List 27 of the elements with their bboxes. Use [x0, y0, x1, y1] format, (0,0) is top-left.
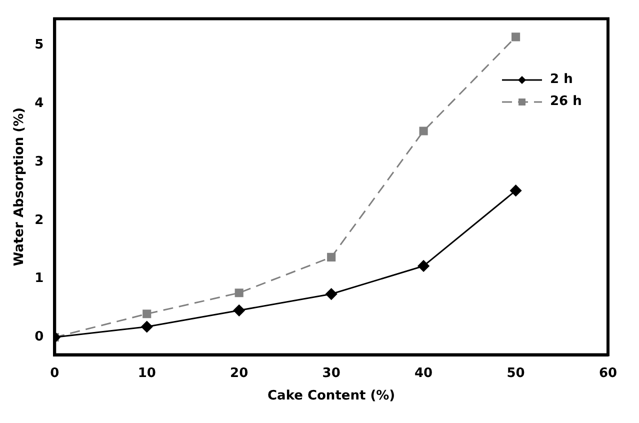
- point: [234, 288, 244, 298]
- point: [141, 321, 153, 332]
- point: [419, 126, 428, 136]
- x-tick-label: 10: [138, 366, 156, 381]
- x-tick-label: 0: [50, 366, 60, 381]
- y-tick-label: 4: [34, 96, 44, 111]
- point: [327, 252, 336, 262]
- x-tick-label: 50: [506, 366, 525, 381]
- legend-label: 26 h: [550, 94, 582, 110]
- x-tick-label: 60: [598, 366, 618, 381]
- x-tick-label: 20: [230, 366, 248, 381]
- y-tick-label: 1: [34, 271, 44, 286]
- y-tick-label: 0: [34, 330, 44, 345]
- y-tick-label: 3: [34, 154, 44, 170]
- y-tick-label: 2: [34, 212, 44, 228]
- point: [233, 304, 245, 316]
- x-axis-title: Cake Content (%): [268, 388, 396, 404]
- x-tick-label: 40: [414, 366, 433, 381]
- point: [142, 310, 152, 318]
- y-axis-title: Water Absorption (%): [12, 107, 28, 266]
- y-tick-label: 5: [34, 37, 44, 52]
- x-tick-label: 30: [322, 366, 340, 381]
- point: [418, 260, 430, 272]
- legend-label: 2 h: [550, 72, 573, 88]
- point: [326, 288, 338, 300]
- point: [510, 184, 522, 196]
- point: [511, 32, 520, 42]
